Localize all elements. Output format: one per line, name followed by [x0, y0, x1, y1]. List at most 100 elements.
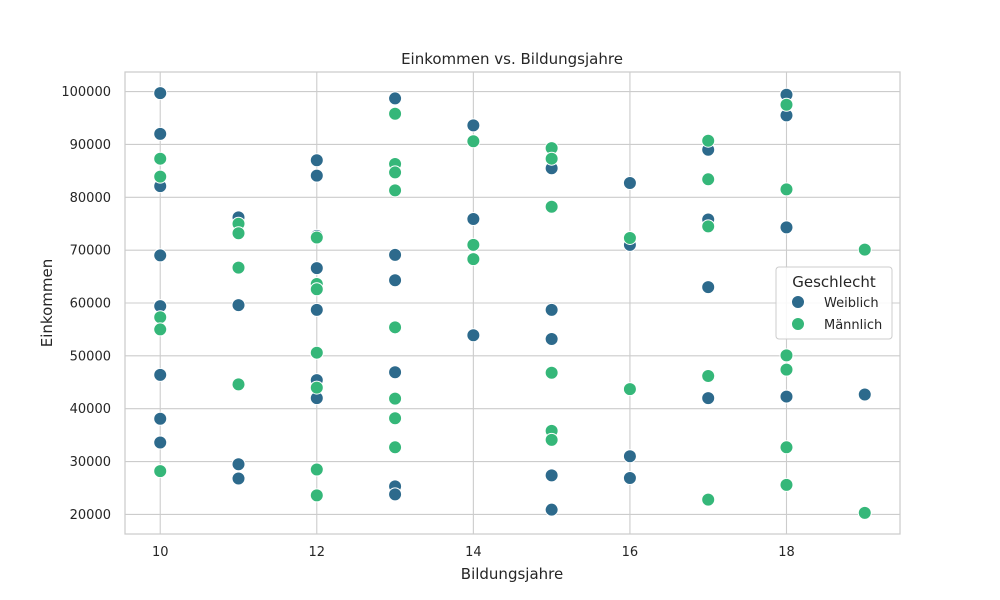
x-tick-labels: 10 12 14 16 18	[152, 545, 795, 560]
legend-marker-maennlich	[791, 317, 805, 331]
data-point-weiblich	[544, 468, 559, 483]
data-point-maennlich	[309, 380, 324, 395]
data-point-weiblich	[622, 449, 637, 464]
data-point-weiblich	[153, 411, 168, 426]
data-point-weiblich	[153, 86, 168, 101]
x-tick-label: 18	[778, 545, 795, 560]
data-point-weiblich	[544, 331, 559, 346]
data-point-weiblich	[388, 273, 403, 288]
grid-layer	[125, 72, 900, 534]
data-point-weiblich	[309, 168, 324, 183]
data-point-weiblich	[857, 387, 872, 402]
legend-marker-weiblich	[791, 295, 805, 309]
data-point-maennlich	[857, 505, 872, 520]
data-point-maennlich	[153, 151, 168, 166]
y-tick-label: 100000	[61, 85, 111, 100]
y-tick-label: 40000	[70, 402, 111, 417]
legend: Geschlecht Weiblich Männlich	[775, 266, 893, 340]
legend-label-maennlich: Männlich	[824, 318, 882, 333]
x-axis-label: Bildungsjahre	[461, 565, 563, 583]
y-tick-label: 20000	[70, 508, 111, 523]
data-point-weiblich	[544, 502, 559, 517]
data-point-maennlich	[544, 151, 559, 166]
data-point-maennlich	[701, 492, 716, 507]
data-point-weiblich	[309, 261, 324, 276]
data-point-weiblich	[544, 302, 559, 317]
data-point-maennlich	[622, 230, 637, 245]
data-point-maennlich	[779, 182, 794, 197]
legend-label-weiblich: Weiblich	[824, 296, 879, 311]
data-point-weiblich	[622, 470, 637, 485]
data-point-maennlich	[309, 488, 324, 503]
data-point-weiblich	[388, 247, 403, 262]
data-point-maennlich	[544, 365, 559, 380]
data-point-weiblich	[779, 389, 794, 404]
data-point-maennlich	[388, 391, 403, 406]
data-point-maennlich	[701, 219, 716, 234]
data-point-weiblich	[466, 328, 481, 343]
data-point-weiblich	[231, 298, 246, 313]
data-point-maennlich	[309, 230, 324, 245]
data-point-maennlich	[544, 432, 559, 447]
data-point-maennlich	[779, 97, 794, 112]
data-point-weiblich	[309, 302, 324, 317]
data-point-maennlich	[388, 440, 403, 455]
y-tick-label: 60000	[70, 297, 111, 312]
data-point-maennlich	[388, 320, 403, 335]
data-point-maennlich	[231, 377, 246, 392]
plot-frame	[124, 71, 901, 535]
data-point-maennlich	[779, 362, 794, 377]
data-point-weiblich	[309, 153, 324, 168]
data-point-maennlich	[857, 242, 872, 257]
y-tick-label: 30000	[70, 455, 111, 470]
data-point-weiblich	[153, 248, 168, 263]
data-point-maennlich	[153, 310, 168, 325]
data-point-weiblich	[388, 91, 403, 106]
data-point-weiblich	[153, 367, 168, 382]
legend-box	[775, 266, 893, 340]
data-point-maennlich	[544, 199, 559, 214]
data-point-weiblich	[779, 220, 794, 235]
chart-title: Einkommen vs. Bildungsjahre	[401, 50, 623, 68]
data-point-weiblich	[153, 126, 168, 141]
data-point-maennlich	[309, 462, 324, 477]
data-point-weiblich	[701, 391, 716, 406]
y-axis-label: Einkommen	[38, 259, 56, 347]
y-tick-label: 90000	[70, 138, 111, 153]
data-point-weiblich	[388, 487, 403, 502]
data-point-weiblich	[231, 471, 246, 486]
data-point-maennlich	[309, 345, 324, 360]
data-point-weiblich	[622, 176, 637, 191]
y-tick-label: 80000	[70, 191, 111, 206]
x-tick-label: 14	[465, 545, 482, 560]
data-point-maennlich	[231, 260, 246, 275]
data-point-maennlich	[779, 348, 794, 363]
data-point-maennlich	[622, 382, 637, 397]
data-point-maennlich	[466, 252, 481, 267]
data-point-maennlich	[779, 477, 794, 492]
data-point-weiblich	[466, 118, 481, 133]
data-point-weiblich	[388, 365, 403, 380]
data-point-maennlich	[309, 282, 324, 297]
data-point-weiblich	[701, 280, 716, 295]
x-tick-label: 10	[152, 545, 169, 560]
x-tick-label: 12	[309, 545, 326, 560]
data-point-maennlich	[153, 169, 168, 184]
data-point-maennlich	[701, 368, 716, 383]
data-point-maennlich	[231, 226, 246, 241]
data-point-maennlich	[779, 440, 794, 455]
data-point-maennlich	[388, 106, 403, 121]
data-point-maennlich	[153, 322, 168, 337]
data-point-weiblich	[231, 457, 246, 472]
legend-title: Geschlecht	[792, 273, 876, 291]
y-tick-label: 50000	[70, 349, 111, 364]
data-point-maennlich	[388, 411, 403, 426]
x-tick-label: 16	[622, 545, 639, 560]
y-tick-labels: 20000 30000 40000 50000 60000 70000 80000 90000…	[61, 85, 111, 523]
data-point-maennlich	[466, 237, 481, 252]
data-point-maennlich	[388, 165, 403, 180]
data-point-maennlich	[701, 172, 716, 187]
data-point-weiblich	[153, 435, 168, 450]
data-point-maennlich	[153, 464, 168, 479]
